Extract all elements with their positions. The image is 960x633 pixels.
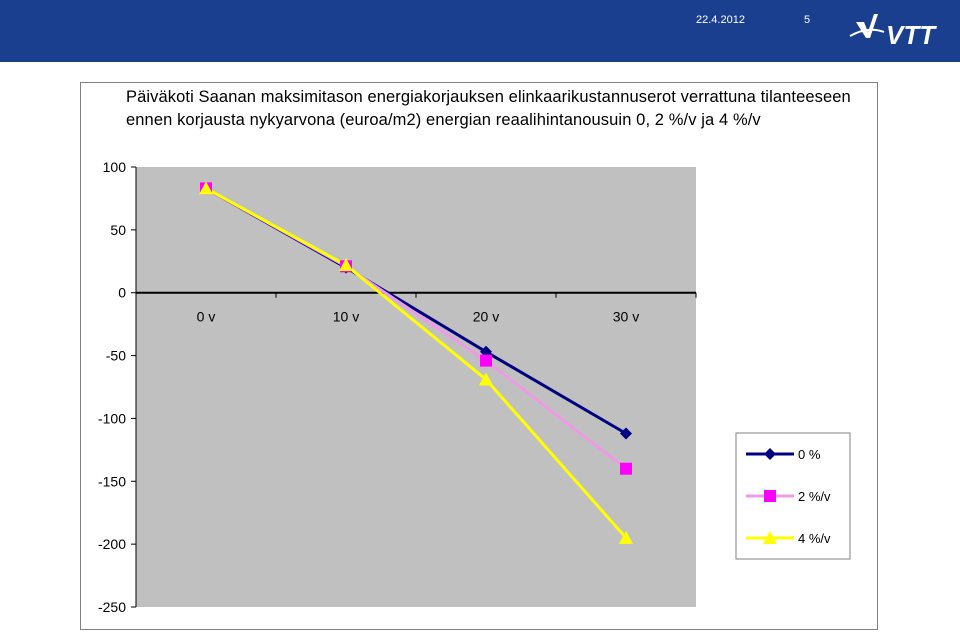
y-tick-label: -150 [98, 473, 126, 489]
chart-legend: 0 % 2 %/v 4 %/v [735, 432, 851, 560]
x-tick-label: 10 v [333, 309, 359, 325]
data-point [480, 354, 492, 367]
series-line [205, 187, 628, 539]
data-point [479, 372, 493, 386]
y-tick-label: -100 [98, 410, 126, 426]
y-tick-label: -200 [98, 536, 126, 552]
legend-label: 4 %/v [798, 531, 831, 546]
legend-label: 0 % [798, 447, 821, 462]
y-tick-label: 100 [103, 159, 127, 175]
y-tick-label: 50 [110, 222, 126, 238]
data-point [620, 462, 632, 475]
logo-text: VTT [886, 20, 937, 50]
data-point [199, 181, 213, 195]
legend-marker [763, 531, 777, 544]
legend-marker [764, 490, 776, 502]
header-bar [0, 0, 960, 62]
y-tick-label: 0 [118, 285, 126, 301]
x-tick-label: 20 v [473, 309, 499, 325]
x-tick-label: 30 v [613, 309, 639, 325]
y-tick-label: -50 [106, 348, 126, 364]
slide-date: 22.4.2012 [696, 14, 745, 26]
chart-title: Päiväkoti Saanan maksimitason energiakor… [126, 88, 851, 129]
data-point [620, 427, 632, 440]
x-tick-label: 0 v [197, 309, 216, 325]
legend-marker [764, 448, 776, 460]
data-point [339, 258, 353, 272]
legend-label: 2 %/v [798, 489, 831, 504]
slide-page-number: 5 [804, 14, 811, 26]
plot-area [136, 167, 696, 607]
vtt-logo: VTT [849, 14, 937, 50]
y-tick-label: -250 [98, 599, 126, 615]
data-point [619, 530, 633, 544]
